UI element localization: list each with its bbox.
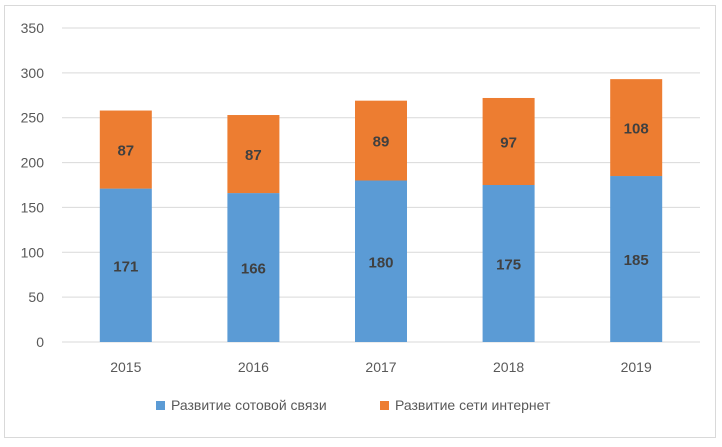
legend-label: Развитие сети интернет [395,397,551,413]
x-tick-label: 2015 [110,359,141,375]
data-label: 89 [373,134,390,151]
y-axis: 0 50 100 150 200 250 300 350 [21,20,45,350]
bar-cellular-2015 [99,188,152,342]
y-tick-label: 0 [36,334,44,350]
x-axis: 2015 2016 2017 2018 2019 [110,359,652,375]
data-label: 175 [496,257,521,274]
legend-swatch [380,401,389,410]
data-label: 97 [500,134,517,151]
data-label: 166 [241,261,266,278]
bar-internet-2016 [227,115,280,194]
y-tick-label: 300 [21,65,45,81]
bar-internet-2019 [610,79,663,177]
y-tick-label: 250 [21,110,45,126]
data-label: 87 [245,147,262,164]
x-tick-label: 2018 [493,359,524,375]
data-label: 108 [624,121,649,138]
bar-cellular-2018 [482,185,535,342]
x-tick-label: 2016 [238,359,269,375]
bar-internet-2015 [99,110,152,189]
legend-swatch [156,401,165,410]
bar-cellular-2019 [610,176,663,342]
x-tick-label: 2017 [365,359,396,375]
bars: 171 87 166 87 180 89 175 97 185 108 [99,79,663,342]
data-label: 185 [624,252,649,269]
data-label: 171 [113,258,138,275]
y-tick-label: 350 [21,20,45,36]
x-tick-label: 2019 [621,359,652,375]
y-tick-label: 150 [21,199,45,215]
y-tick-label: 200 [21,155,45,171]
bar-cellular-2017 [355,180,407,342]
y-tick-label: 100 [21,244,45,260]
data-label: 180 [368,254,393,271]
legend: Развитие сотовой связи Развитие сети инте… [156,397,551,413]
bar-internet-2017 [355,100,407,181]
bar-cellular-2016 [227,193,280,342]
y-tick-label: 50 [28,289,44,305]
bar-internet-2018 [482,97,535,185]
legend-label: Развитие сотовой связи [171,397,327,413]
data-label: 87 [117,143,134,160]
